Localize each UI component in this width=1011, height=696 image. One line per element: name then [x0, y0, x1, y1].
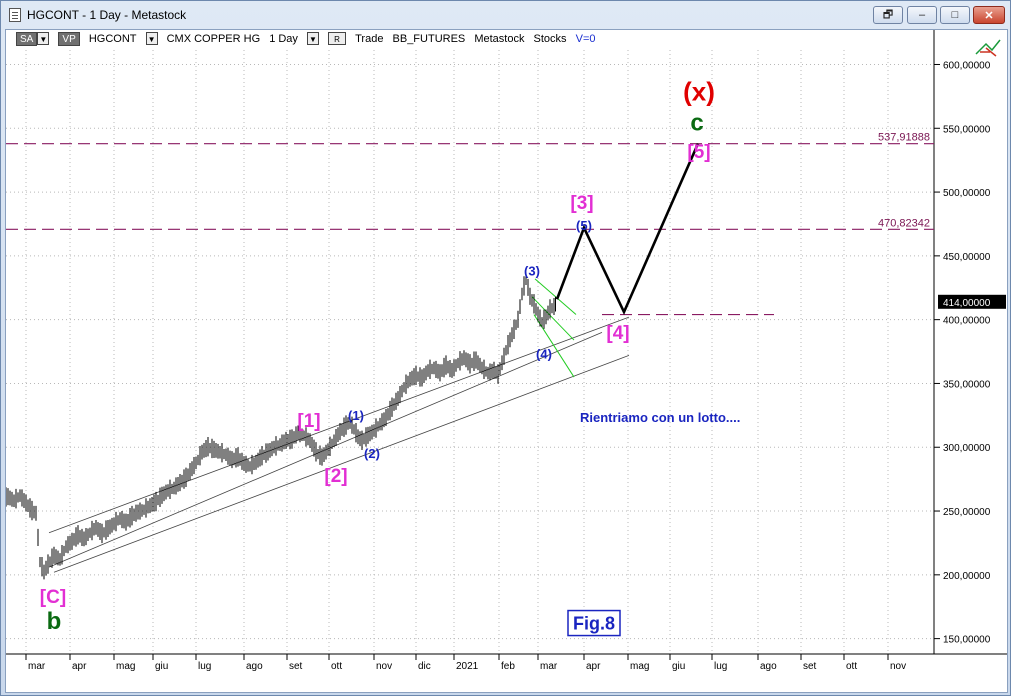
- channel-line: [53, 355, 630, 573]
- indicator-icon: [975, 39, 1001, 55]
- time-tick-label: mag: [116, 661, 135, 672]
- price-tick-label: 250,00000: [943, 507, 991, 518]
- chart-panel[interactable]: 600,00000 550,00000 500,00000 450,00000 400,…: [5, 29, 1008, 693]
- document-icon[interactable]: [9, 8, 21, 22]
- level-label: 470,82342: [878, 217, 930, 229]
- title-bar: HGCONT - 1 Day - Metastock 🗗 – □ ✕: [1, 1, 1010, 29]
- type-label: Stocks: [533, 33, 567, 45]
- time-tick-label: giu: [672, 661, 685, 672]
- figure-label-box: [567, 609, 621, 637]
- time-tick-label: dic: [418, 661, 431, 672]
- wave-label: c: [690, 109, 703, 136]
- time-tick-label: mar: [28, 661, 46, 672]
- wave-label: [4]: [606, 323, 629, 344]
- wave-label: [3]: [570, 193, 593, 214]
- level-label: 537,91888: [878, 132, 930, 144]
- time-tick-label: ago: [760, 661, 777, 672]
- minimize-button[interactable]: –: [907, 6, 937, 24]
- period-dropdown-icon[interactable]: ▼: [307, 32, 319, 45]
- sa-button[interactable]: SA: [16, 32, 38, 46]
- price-tick-label: 450,00000: [943, 252, 991, 263]
- time-tick-label: mar: [540, 661, 558, 672]
- restore-icon: 🗗: [882, 8, 894, 21]
- wave-label: (x): [683, 76, 715, 106]
- security-info-bar: SA ▼ VP HGCONT ▼ CMX COPPER HG 1 Day ▼ R …: [16, 32, 602, 48]
- wave-label: [5]: [687, 142, 710, 163]
- price-tick-label: 150,00000: [943, 635, 991, 646]
- green-trendline: [533, 314, 575, 378]
- time-tick-label: feb: [501, 661, 515, 672]
- time-tick-label: nov: [890, 661, 906, 672]
- time-tick-label: lug: [198, 661, 211, 672]
- green-trendline: [531, 296, 575, 341]
- chart-comment: Rientriamo con un lotto....: [580, 410, 740, 425]
- price-tick-label: 600,00000: [943, 60, 991, 71]
- price-tick-label: 400,00000: [943, 316, 991, 327]
- wave-label: b: [47, 608, 62, 635]
- last-price-tag: [938, 294, 1006, 309]
- time-tick-label: set: [289, 661, 303, 672]
- price-tick-label: 350,00000: [943, 379, 991, 390]
- feed-label: BB_FUTURES: [392, 33, 466, 45]
- wave-label: (4): [536, 347, 552, 362]
- restore-document-button[interactable]: 🗗: [873, 6, 903, 24]
- time-tick-label: ott: [331, 661, 342, 672]
- price-tick-label: 300,00000: [943, 443, 991, 454]
- time-tick-label: mag: [630, 661, 649, 672]
- wave-label: (1): [348, 408, 364, 423]
- time-tick-label: lug: [714, 661, 727, 672]
- time-tick-label: apr: [72, 661, 87, 672]
- price-tick-label: 550,00000: [943, 124, 991, 135]
- close-icon: ✕: [984, 9, 994, 22]
- security-name: CMX COPPER HG: [166, 33, 261, 45]
- elliott-projection-line: [555, 143, 700, 316]
- time-tick-label: 2021: [456, 661, 479, 672]
- volume-label: V=0: [575, 33, 596, 45]
- mode-label: Trade: [355, 33, 384, 45]
- price-tick-label: 200,00000: [943, 571, 991, 582]
- maximize-icon: □: [951, 9, 959, 21]
- indicator-arrow-icon: [980, 47, 997, 57]
- price-tick-label: 500,00000: [943, 188, 991, 199]
- wave-label: (3): [524, 264, 540, 279]
- time-tick-label: giu: [155, 661, 168, 672]
- time-tick-label: ott: [846, 661, 857, 672]
- time-tick-label: set: [803, 661, 817, 672]
- price-chart[interactable]: 600,00000 550,00000 500,00000 450,00000 400,…: [6, 30, 1007, 692]
- vp-button[interactable]: VP: [58, 32, 80, 46]
- wave-label: [2]: [324, 466, 347, 487]
- time-tick-label: nov: [376, 661, 392, 672]
- wave-label: (5): [576, 218, 592, 233]
- r-dropdown[interactable]: R: [328, 32, 347, 45]
- r-label: R: [334, 35, 340, 44]
- sa-dropdown-icon[interactable]: ▼: [37, 32, 50, 45]
- channel-line: [48, 316, 630, 534]
- window-title: HGCONT - 1 Day - Metastock: [27, 8, 187, 22]
- wave-label: (2): [364, 446, 380, 461]
- close-button[interactable]: ✕: [973, 6, 1005, 24]
- minimize-icon: –: [918, 9, 926, 21]
- time-tick-label: ago: [246, 661, 263, 672]
- last-price-label: 414,00000: [943, 298, 991, 309]
- figure-label: Fig.8: [573, 614, 615, 634]
- wave-label: [C]: [40, 587, 66, 608]
- maximize-button[interactable]: □: [940, 6, 970, 24]
- symbol-label: HGCONT: [88, 33, 137, 45]
- time-tick-label: apr: [586, 661, 601, 672]
- wave-label: [1]: [297, 411, 320, 432]
- source-label: Metastock: [474, 33, 525, 45]
- period-label: 1 Day: [269, 33, 298, 45]
- symbol-dropdown-icon[interactable]: ▼: [145, 32, 158, 45]
